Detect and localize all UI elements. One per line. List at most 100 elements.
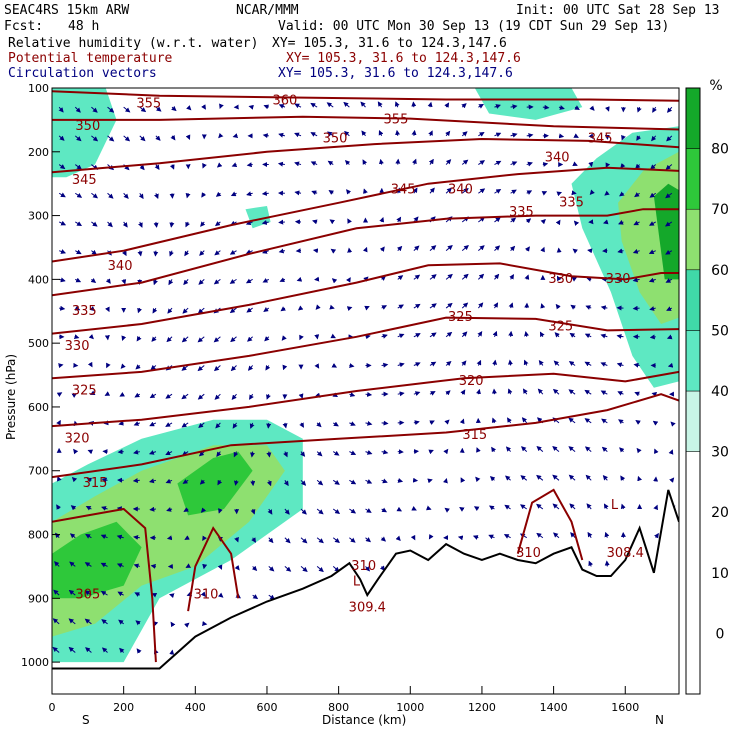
circulation-vector	[539, 331, 545, 338]
circulation-vector	[365, 508, 372, 513]
circulation-vector	[505, 446, 512, 452]
circulation-vector	[266, 451, 272, 458]
circulation-vector	[526, 133, 534, 138]
y-tick-label: 300	[28, 210, 49, 223]
circulation-vector	[572, 248, 579, 254]
circulation-vector	[294, 190, 302, 196]
circulation-vector	[316, 508, 324, 515]
circulation-vector	[636, 447, 642, 454]
circulation-vector	[91, 106, 98, 113]
circulation-vector	[58, 164, 66, 170]
circulation-vector	[541, 191, 548, 196]
circulation-vector	[214, 221, 221, 227]
circulation-vector	[280, 306, 286, 312]
circulation-vector	[58, 220, 67, 226]
circulation-vector	[603, 503, 609, 510]
theta-label: 340	[108, 259, 133, 274]
circulation-vector	[632, 277, 640, 283]
circulation-vector	[605, 162, 611, 168]
plot-frame	[51, 87, 680, 695]
circulation-vector	[586, 276, 592, 282]
circulation-vector	[510, 189, 517, 195]
circulation-vector	[602, 475, 608, 481]
circulation-vector	[381, 305, 388, 310]
circulation-vector	[200, 591, 206, 598]
circulation-vector	[278, 132, 286, 138]
circulation-vector	[555, 219, 561, 226]
circulation-vector	[232, 133, 239, 138]
circulation-vector	[91, 221, 98, 227]
circulation-vector	[282, 364, 288, 371]
circulation-vector	[619, 191, 625, 197]
theta-contour-350	[52, 115, 679, 131]
circulation-vector	[68, 618, 76, 625]
circulation-vector	[181, 422, 189, 428]
x-tick-label: 1600	[611, 701, 639, 714]
y-tick-label: 400	[28, 273, 49, 286]
circulation-vector	[233, 480, 239, 486]
circulation-vector	[649, 306, 656, 311]
circulation-vector	[445, 361, 452, 367]
circulation-vector	[429, 187, 435, 194]
circulation-vector	[168, 593, 175, 599]
circulation-vector	[198, 279, 205, 285]
circulation-vector	[200, 221, 206, 227]
circulation-vector	[396, 506, 403, 512]
circulation-vector	[182, 307, 189, 314]
circulation-vector	[395, 535, 401, 542]
theta-label: 350	[75, 119, 100, 134]
circulation-vector	[619, 447, 625, 453]
theta-label: 310	[351, 559, 376, 574]
circulation-vector	[148, 450, 157, 455]
circulation-vector	[185, 134, 191, 140]
low-marker: L	[611, 498, 619, 513]
circulation-vector	[133, 449, 140, 455]
circulation-vector	[87, 449, 94, 455]
circulation-vector	[84, 618, 92, 625]
circulation-vector	[294, 161, 302, 167]
circulation-vector	[542, 104, 550, 110]
circulation-vector	[601, 418, 608, 424]
circulation-vector	[552, 445, 560, 452]
circulation-vector	[71, 476, 78, 483]
circulation-vector	[311, 190, 318, 196]
circulation-vector	[380, 275, 387, 281]
org-name: NCAR/MMM	[236, 3, 299, 18]
circulation-vector	[182, 479, 189, 484]
circulation-vector	[601, 446, 608, 452]
circulation-vector	[316, 421, 322, 428]
circulation-vector	[573, 133, 579, 138]
circulation-vector	[443, 448, 449, 455]
circulation-vector	[217, 479, 223, 486]
circulation-vector	[247, 336, 253, 342]
circulation-vector	[412, 187, 418, 194]
circulation-vector	[250, 508, 256, 515]
circulation-vector	[328, 190, 335, 195]
circulation-vector	[218, 592, 224, 598]
circulation-vector	[346, 306, 353, 312]
y-tick-label: 500	[28, 337, 49, 350]
circulation-vector	[297, 305, 304, 311]
circulation-vector	[347, 218, 352, 224]
colorbar-tick-label: 20	[711, 505, 729, 521]
circulation-vector	[165, 422, 173, 427]
circulation-vector	[492, 359, 498, 366]
circulation-vector	[133, 421, 140, 426]
theta-contour-330	[52, 262, 679, 335]
theta-label: 320	[65, 431, 90, 446]
circulation-vector	[568, 446, 576, 452]
field-xy-rh: XY= 105.3, 31.6 to 124.3,147.6	[272, 36, 507, 51]
circulation-vector	[249, 393, 254, 400]
circulation-vector	[667, 362, 674, 368]
circulation-vector	[636, 106, 642, 113]
circulation-vector	[197, 365, 205, 372]
circulation-vector	[364, 305, 370, 311]
circulation-vector	[316, 479, 324, 486]
circulation-vector	[478, 273, 485, 280]
theta-contour-320	[52, 370, 679, 428]
circulation-vector	[171, 105, 177, 112]
theta-label: 315	[83, 476, 108, 491]
circulation-vector	[107, 135, 115, 142]
circulation-vector	[70, 505, 77, 511]
